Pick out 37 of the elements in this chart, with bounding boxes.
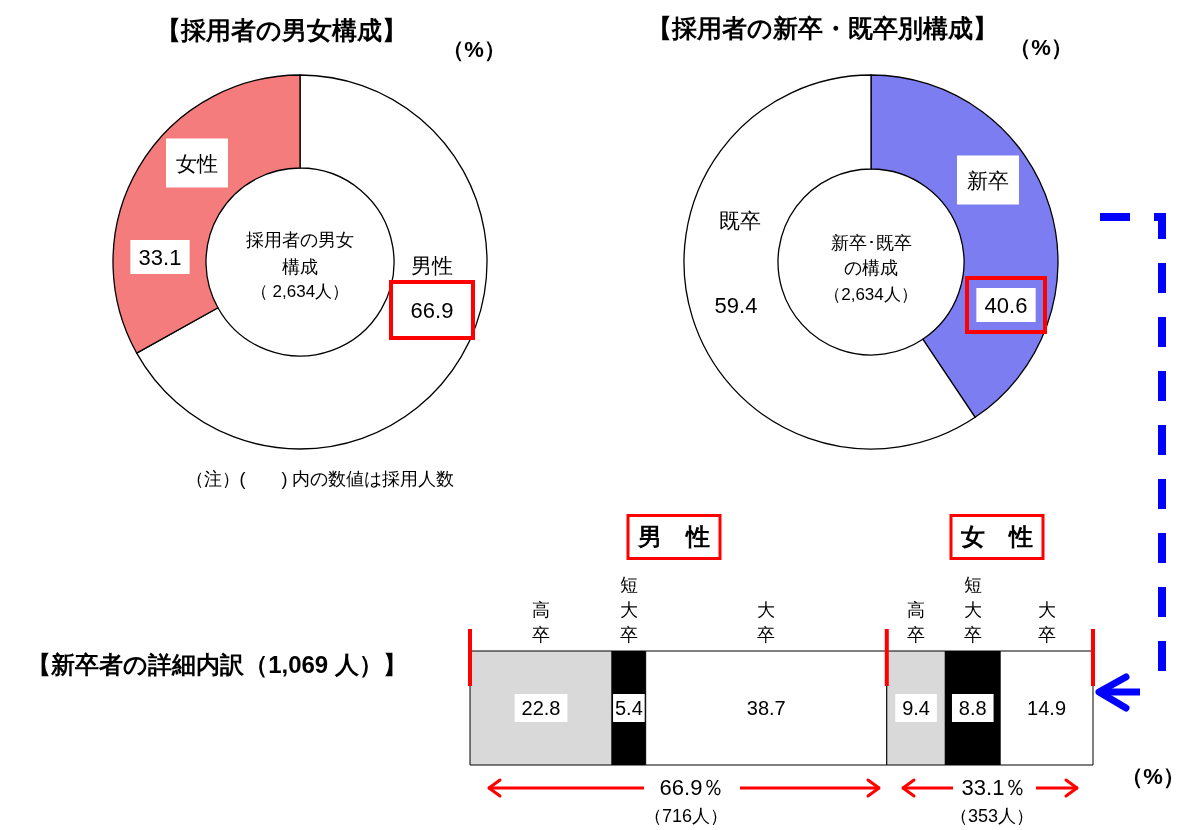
data-label: 8.8 xyxy=(958,697,987,719)
data-label: 22.8 xyxy=(521,697,561,719)
data-label: 14.9 xyxy=(1027,697,1067,719)
text: （%） xyxy=(1009,34,1073,62)
slice-label: 男性 xyxy=(411,253,453,277)
slice-label: 女性 xyxy=(176,151,218,175)
chart-title: 【採用者の新卒・既卒別構成】 xyxy=(646,13,998,43)
text: 採用者の男女構成 xyxy=(245,229,355,279)
data-label: 5.4 xyxy=(614,697,643,719)
data-label: 38.7 xyxy=(746,697,786,719)
data-label: 9.4 xyxy=(902,697,930,719)
text: （%） xyxy=(442,36,506,64)
data-label: 40.6 xyxy=(984,292,1028,318)
text: （353人） xyxy=(949,806,1035,828)
text: （2,634人） xyxy=(824,284,918,306)
text: 66.9％ xyxy=(659,774,725,802)
text: 女 性 xyxy=(961,522,1033,552)
data-label: 66.9 xyxy=(410,297,454,323)
text: 【新卒者の詳細内訳（1,069 人）】 xyxy=(27,650,407,680)
series-label: 高卒 xyxy=(532,600,551,645)
text: 男 性 xyxy=(638,522,710,552)
series-label: 短大卒 xyxy=(963,575,982,645)
series-label: 高卒 xyxy=(907,600,926,645)
text: 新卒･既卒の構成 xyxy=(829,231,913,280)
series-label: 大卒 xyxy=(1037,600,1056,645)
text: （716人） xyxy=(643,806,729,828)
text: （%） xyxy=(1121,763,1185,791)
text: （注）( ) 内の数値は採用人数 xyxy=(185,469,455,491)
slice-label: 既卒 xyxy=(719,208,761,232)
data-label: 33.1 xyxy=(138,244,182,270)
series-label: 大卒 xyxy=(757,600,776,645)
chart-title: 【採用者の男女構成】 xyxy=(155,15,407,45)
text: （ 2,634人） xyxy=(250,281,350,303)
data-label: 59.4 xyxy=(714,292,758,318)
series-label: 短大卒 xyxy=(619,575,638,645)
text: 33.1％ xyxy=(961,774,1027,802)
slice-label: 新卒 xyxy=(967,168,1009,192)
